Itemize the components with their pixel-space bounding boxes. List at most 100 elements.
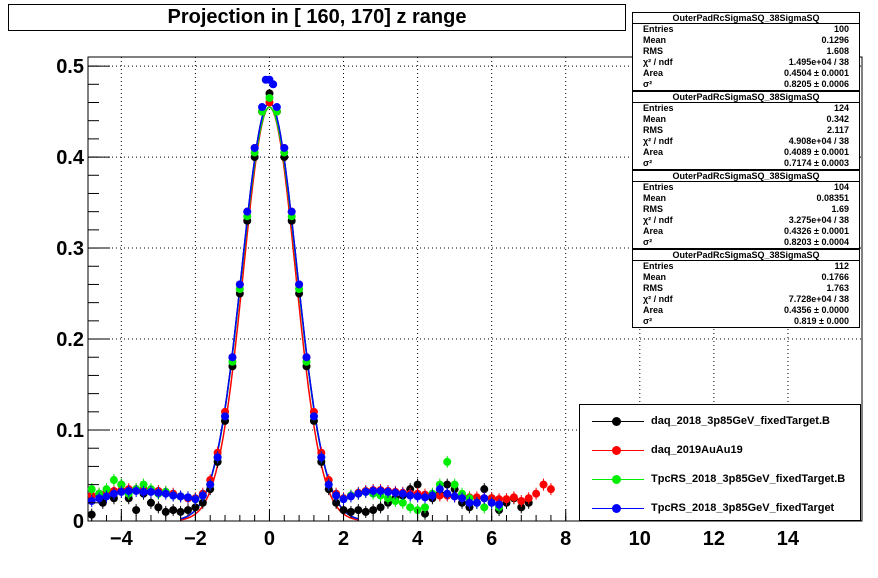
stats-value: 0.342 [826, 114, 849, 124]
stats-key: Mean [643, 114, 667, 124]
y-tick-label: 0.2 [56, 329, 84, 351]
data-points [87, 75, 555, 521]
data-point [132, 486, 141, 495]
stats-row: RMS 1.763 [633, 283, 859, 294]
data-point [383, 494, 392, 503]
data-point [398, 498, 407, 507]
stats-key: Entries [643, 182, 674, 192]
data-point [169, 506, 178, 515]
data-point [376, 503, 385, 512]
data-point [87, 485, 96, 494]
stats-row: Area 0.4504 ± 0.0001 [633, 68, 859, 79]
data-point [450, 492, 459, 501]
stats-box-name: OuterPadRcSigmaSQ_38SigmaSQ [633, 13, 859, 24]
data-point [502, 495, 511, 504]
stats-row: σ² 0.7174 ± 0.0003 [633, 158, 859, 169]
data-point [102, 485, 111, 494]
data-point [124, 486, 133, 495]
data-point [465, 498, 474, 507]
stats-value: 1.763 [826, 283, 849, 293]
legend-marker [612, 417, 621, 426]
y-tick-label: 0.3 [56, 238, 84, 260]
data-point [517, 496, 526, 505]
stats-row: σ² 0.8205 ± 0.0006 [633, 79, 859, 90]
legend-marker [612, 504, 621, 513]
data-point [243, 207, 252, 216]
stats-key: χ² / ndf [643, 294, 673, 304]
stats-value: 0.08351 [816, 193, 849, 203]
stats-value: 1.69 [831, 204, 849, 214]
data-point [421, 493, 430, 502]
stats-key: χ² / ndf [643, 136, 673, 146]
stats-key: Mean [643, 35, 667, 45]
stats-box: OuterPadRcSigmaSQ_38SigmaSQ Entries 124 Mea… [632, 91, 860, 170]
legend-entry: TpcRS_2018_3p85GeV_fixedTarget [580, 498, 860, 520]
data-point [183, 506, 192, 515]
data-point [517, 503, 526, 512]
data-point [524, 494, 533, 503]
data-point [250, 143, 259, 152]
stats-value: 0.8205 ± 0.0006 [784, 79, 849, 89]
data-point [287, 207, 296, 216]
stats-key: Mean [643, 272, 667, 282]
data-point [354, 506, 363, 515]
x-tick-label: −2 [184, 528, 207, 550]
x-tick-label: 12 [703, 528, 725, 550]
y-tick-label: 0 [73, 511, 84, 533]
stats-key: Area [643, 147, 664, 157]
legend-entry: TpcRS_2018_3p85GeV_fixedTarget.B [580, 469, 860, 491]
data-point [213, 453, 222, 462]
stats-row: χ² / ndf 4.908e+04 / 38 [633, 136, 859, 147]
stats-row: χ² / ndf 7.728e+04 / 38 [633, 294, 859, 305]
x-tick-label: 2 [338, 528, 349, 550]
data-point [269, 80, 278, 89]
data-point [391, 488, 400, 497]
data-point [421, 509, 430, 518]
chart-title-box: Projection in [ 160, 170] z range [8, 4, 626, 31]
data-point [391, 496, 400, 505]
stats-value: 0.4326 ± 0.0001 [784, 226, 849, 236]
x-tick-label: 14 [777, 528, 800, 550]
stats-key: σ² [643, 237, 653, 247]
data-point [354, 489, 363, 498]
legend-entry: daq_2019AuAu19 [580, 440, 860, 462]
fit-curve [180, 101, 359, 520]
data-point [421, 503, 430, 512]
data-point [272, 103, 281, 112]
stats-value: 2.117 [826, 125, 849, 135]
x-tick-label: 4 [412, 528, 424, 550]
data-point [154, 488, 163, 497]
data-point [161, 489, 170, 498]
stats-key: Entries [643, 261, 674, 271]
stats-key: Mean [643, 193, 667, 203]
stats-row: Entries 100 [633, 24, 859, 35]
data-point [117, 487, 126, 496]
data-point [413, 492, 422, 501]
chart-title: Projection in [ 160, 170] z range [167, 6, 467, 28]
stats-row: RMS 1.69 [633, 204, 859, 215]
data-point [509, 493, 518, 502]
fit-curve [180, 101, 359, 520]
stats-key: χ² / ndf [643, 215, 673, 225]
data-point [339, 495, 348, 504]
data-point [369, 486, 378, 495]
data-point [258, 103, 267, 112]
data-point [332, 491, 341, 500]
data-point [161, 507, 170, 516]
stats-row: Mean 0.342 [633, 114, 859, 125]
data-point [302, 353, 311, 362]
stats-value: 124 [833, 103, 849, 113]
data-point [443, 480, 452, 489]
data-point [309, 412, 318, 421]
data-point [435, 485, 444, 494]
data-point [332, 498, 341, 507]
stats-key: Entries [643, 24, 674, 34]
stats-value: 0.1296 [821, 35, 849, 45]
legend-label: TpcRS_2018_3p85GeV_fixedTarget.B [651, 473, 846, 485]
stats-row: Mean 0.1296 [633, 35, 859, 46]
data-point [206, 480, 215, 489]
stats-row: σ² 0.8203 ± 0.0004 [633, 237, 859, 248]
data-point [95, 494, 104, 503]
data-point [361, 487, 370, 496]
stats-key: Area [643, 68, 664, 78]
